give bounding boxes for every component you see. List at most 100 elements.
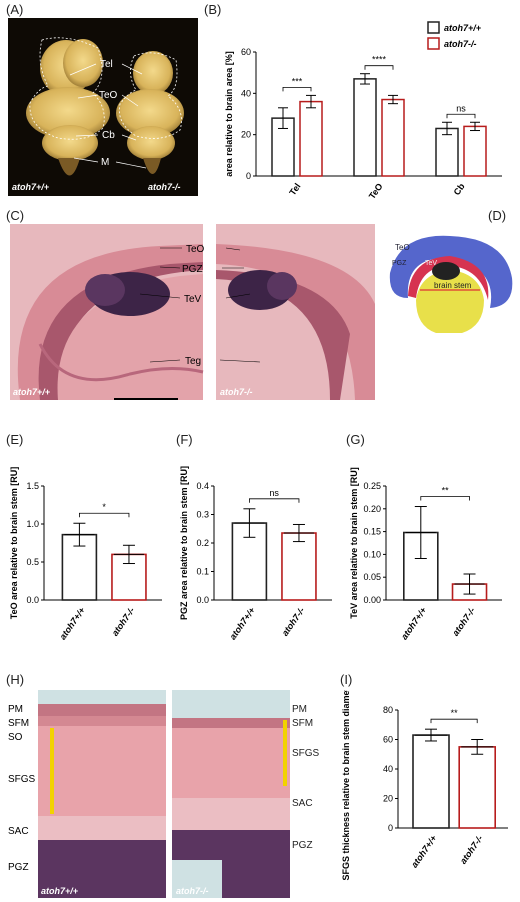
x-tick-label-wt: atoh7+/+: [399, 605, 429, 642]
panel-h-label: (H): [6, 672, 25, 687]
annot-m: M: [101, 157, 109, 168]
chart-f-ylabel: PGZ area relative to brain stem [RU]: [179, 466, 189, 620]
significance-bracket: [430, 718, 478, 724]
significance-bracket: [420, 496, 470, 501]
panel-g-label: (G): [346, 432, 365, 447]
legend-label-ko: atoh7-/-: [444, 39, 477, 49]
significance-marker: **: [451, 708, 459, 718]
panel-i-label: (I): [340, 672, 353, 687]
panel-h-he-layers: PM SFM SO SFGS SAC PGZ atoh7+/+ atoh7-/-: [8, 690, 290, 898]
y-tick-label: 1.5: [26, 481, 39, 491]
chart-e-ylabel: TeO area relative to brain stem [RU]: [9, 467, 19, 619]
bar-wt: [412, 734, 450, 829]
x-tick-label-cb: Cb: [452, 181, 467, 197]
significance-marker: *: [102, 502, 106, 512]
x-tick-label-teo: TeO: [367, 181, 385, 201]
x-tick-label-wt: atoh7+/+: [228, 605, 258, 642]
h-sfgs-bar-left: [50, 728, 54, 814]
y-tick-label: 0.5: [26, 557, 39, 567]
y-tick-label: 40: [241, 88, 251, 98]
panel-a-brain-photo: Tel TeO Cb M atoh7+/+ atoh7-/-: [8, 18, 198, 196]
h-wt-label: atoh7+/+: [41, 886, 79, 896]
c-annot-teo: TeO: [186, 244, 205, 255]
chart-i: SFGS thickness relative to brain stem di…: [341, 690, 508, 881]
d-annot-teo: TeO: [395, 243, 410, 252]
y-tick-label: 0.10: [363, 549, 381, 559]
panel-c-he-section: TeO PGZ TeV Teg atoh7+/+ atoh7-/-: [10, 224, 375, 400]
h-right-sfgs: SFGS: [292, 748, 320, 759]
y-tick-label: 60: [241, 47, 251, 57]
panel-b-label: (B): [204, 2, 222, 17]
legend-label-wt: atoh7+/+: [444, 23, 482, 33]
chart-f: PGZ area relative to brain stem [RU] 0.0 0…: [179, 466, 332, 642]
y-tick-label: 0: [246, 171, 251, 181]
significance-marker: ***: [292, 76, 303, 86]
y-tick-label: 80: [383, 705, 393, 715]
y-tick-label: 0.1: [196, 567, 209, 577]
h-left-pgz: PGZ: [8, 862, 29, 873]
c-annot-pgz: PGZ: [182, 264, 203, 275]
bar-ko: [281, 532, 317, 601]
chart-e: TeO area relative to brain stem [RU] 0.0 0…: [9, 467, 162, 642]
h-right-pgz: PGZ: [292, 840, 313, 851]
y-tick-label: 0.4: [196, 481, 209, 491]
significance-bracket: [249, 498, 300, 503]
h-left-sfm: SFM: [8, 718, 29, 729]
chart-b-ylabel: area relative to brain area [%]: [224, 51, 234, 177]
d-annot-brainstem: brain stem: [434, 281, 472, 290]
bar-tel-ko: [299, 100, 323, 177]
bar-ko: [458, 746, 496, 829]
y-tick-label: 0.0: [196, 595, 209, 605]
ko-genotype-label: atoh7-/-: [148, 182, 181, 192]
y-tick-label: 0.20: [363, 504, 381, 514]
y-tick-label: 0.05: [363, 572, 381, 582]
chart-g-ylabel: TeV area relative to brain stem [RU]: [349, 467, 359, 618]
h-right-pm: PM: [292, 704, 307, 715]
panel-a-label: (A): [6, 2, 24, 17]
bar-cb-wt: [435, 127, 459, 177]
y-tick-label: 0.15: [363, 527, 381, 537]
y-tick-label: 0.2: [196, 538, 209, 548]
h-ko-label: atoh7-/-: [176, 886, 209, 896]
h-right-layer-labels: PM SFM SFGS SAC PGZ: [292, 690, 332, 898]
panel-d-label: (D): [488, 208, 507, 223]
significance-marker: ns: [269, 488, 279, 498]
y-tick-label: 20: [241, 130, 251, 140]
chart-b: area relative to brain area [%] atoh7+/+…: [224, 21, 502, 201]
significance-bracket: [364, 65, 394, 70]
h-left-so: SO: [8, 732, 23, 743]
y-tick-label: 60: [383, 735, 393, 745]
significance-marker: ****: [372, 55, 387, 65]
x-tick-label-wt: atoh7+/+: [58, 605, 88, 642]
h-right-sac: SAC: [292, 798, 313, 809]
panel-e-label: (E): [6, 432, 24, 447]
bar-cb-ko: [463, 125, 487, 177]
ko-brain-shape: [116, 51, 184, 174]
c-ko-label: atoh7-/-: [220, 387, 253, 397]
bar-teo-wt: [353, 78, 377, 177]
d-annot-tev: TeV: [425, 260, 437, 267]
panel-d-3d-model: TeO PGZ TeV brain stem: [389, 235, 513, 333]
c-annot-tev: TeV: [184, 294, 202, 305]
x-tick-label-wt: atoh7+/+: [409, 833, 439, 870]
y-tick-label: 0.25: [363, 481, 381, 491]
x-tick-label-tel: Tel: [287, 181, 302, 197]
x-tick-label-ko: atoh7-/-: [110, 605, 137, 637]
panel-c-label: (C): [6, 208, 25, 223]
panel-f-label: (F): [176, 432, 193, 447]
significance-marker: **: [442, 486, 450, 496]
x-tick-label-ko: atoh7-/-: [450, 605, 477, 637]
y-tick-label: 40: [383, 764, 393, 774]
y-tick-label: 0.0: [26, 595, 39, 605]
d-annot-pgz: PGZ: [392, 260, 407, 267]
x-tick-label-ko: atoh7-/-: [280, 605, 307, 637]
y-tick-label: 0.3: [196, 510, 209, 520]
h-left-pm: PM: [8, 704, 23, 715]
significance-bracket: [446, 113, 476, 119]
y-tick-label: 20: [383, 794, 393, 804]
legend-swatch-ko: [427, 37, 440, 50]
wt-genotype-label: atoh7+/+: [12, 182, 50, 192]
c-annot-teg: Teg: [185, 356, 201, 367]
significance-bracket: [282, 87, 312, 92]
annot-tel: Tel: [100, 59, 113, 70]
